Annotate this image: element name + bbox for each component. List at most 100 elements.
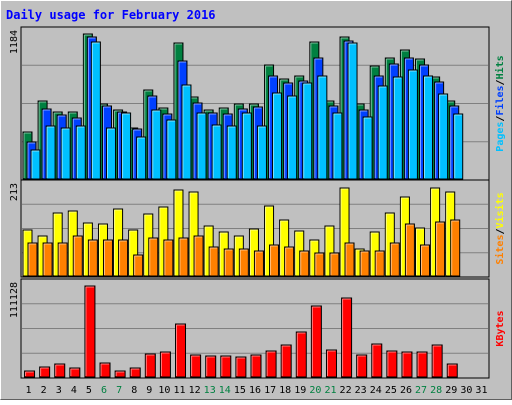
- bar-kbytes-day-23: [356, 354, 368, 378]
- day-label-8: 8: [131, 385, 137, 396]
- bar-sites-day-13: [208, 246, 219, 277]
- bar-kbytes-day-24: [371, 343, 383, 378]
- bar-kbytes-day-16: [250, 354, 262, 378]
- bar-pages-day-9: [151, 109, 162, 180]
- bar-pages-day-10: [166, 119, 177, 180]
- day-label-12: 12: [189, 385, 201, 396]
- bar-pages-day-19: [302, 82, 313, 180]
- day-label-6: 6: [101, 385, 107, 396]
- bar-kbytes-day-17: [265, 350, 277, 378]
- bar-kbytes-day-1: [24, 370, 36, 378]
- bar-sites-day-14: [223, 248, 234, 277]
- legend-kbytes: KBytes: [495, 310, 506, 346]
- day-label-28: 28: [430, 385, 442, 396]
- bar-kbytes-day-27: [416, 351, 428, 378]
- bar-kbytes-day-3: [54, 363, 66, 378]
- day-label-23: 23: [355, 385, 367, 396]
- day-label-9: 9: [146, 385, 152, 396]
- bar-sites-day-20: [314, 252, 325, 277]
- scale-label-sites-visits: 213: [9, 183, 20, 201]
- bar-sites-day-9: [148, 237, 159, 277]
- bar-pages-day-29: [453, 113, 464, 180]
- bar-kbytes-day-21: [325, 349, 337, 378]
- bar-sites-day-7: [118, 239, 129, 277]
- legend-sites-visits: Sites/Visits: [494, 192, 506, 264]
- bar-sites-day-11: [178, 237, 189, 277]
- bar-kbytes-day-11: [175, 323, 187, 378]
- bar-sites-day-19: [299, 250, 310, 277]
- bar-kbytes-day-12: [190, 354, 202, 378]
- bar-sites-day-5: [87, 239, 98, 277]
- bar-kbytes-day-26: [401, 351, 413, 378]
- legend-entry-visits: Visits: [494, 192, 506, 228]
- day-label-26: 26: [400, 385, 412, 396]
- bar-kbytes-day-6: [99, 362, 111, 378]
- day-label-7: 7: [116, 385, 122, 396]
- bar-kbytes-day-9: [144, 353, 156, 378]
- bar-sites-day-28: [435, 221, 446, 277]
- bar-sites-day-18: [284, 246, 295, 277]
- legend-pages-files-hits: Pages/Files/Hits: [494, 55, 506, 151]
- day-label-3: 3: [56, 385, 62, 396]
- bar-pages-day-27: [423, 75, 434, 180]
- bar-kbytes-day-14: [220, 355, 232, 378]
- bar-kbytes-day-22: [341, 297, 353, 378]
- day-label-20: 20: [309, 385, 321, 396]
- bar-sites-day-17: [269, 244, 280, 277]
- bar-pages-day-24: [377, 85, 388, 180]
- day-label-13: 13: [204, 385, 216, 396]
- legend-entry-kbytes: KBytes: [495, 310, 506, 346]
- bar-sites-day-29: [450, 219, 461, 277]
- day-label-1: 1: [26, 385, 32, 396]
- bar-sites-day-21: [329, 252, 340, 277]
- bar-sites-day-12: [193, 235, 204, 277]
- day-label-2: 2: [41, 385, 47, 396]
- bar-sites-day-6: [102, 239, 113, 277]
- bar-pages-day-18: [287, 95, 298, 180]
- day-label-16: 16: [249, 385, 261, 396]
- bar-pages-day-17: [272, 92, 283, 180]
- bar-sites-day-10: [163, 239, 174, 277]
- legend-entry-slash: /: [495, 116, 506, 122]
- bar-kbytes-day-8: [129, 367, 141, 378]
- bar-pages-day-12: [196, 112, 207, 180]
- bar-pages-day-28: [438, 93, 449, 180]
- bar-pages-day-3: [60, 127, 71, 180]
- bar-pages-day-7: [121, 112, 132, 180]
- bar-pages-day-4: [75, 125, 86, 180]
- bar-pages-day-1: [30, 149, 41, 180]
- day-label-31: 31: [475, 385, 487, 396]
- bar-sites-day-25: [389, 242, 400, 277]
- bar-kbytes-day-18: [280, 344, 292, 378]
- scale-label-kbytes: 111128: [9, 282, 20, 318]
- bar-kbytes-day-13: [205, 355, 217, 378]
- bar-kbytes-day-2: [39, 366, 51, 378]
- bar-pages-day-23: [362, 116, 373, 180]
- bar-kbytes-day-10: [159, 351, 171, 378]
- day-label-30: 30: [460, 385, 472, 396]
- bar-pages-day-6: [105, 127, 116, 180]
- bar-sites-day-16: [253, 250, 264, 277]
- day-label-25: 25: [385, 385, 397, 396]
- bar-kbytes-day-4: [69, 367, 81, 378]
- bar-sites-day-1: [27, 242, 38, 277]
- bar-sites-day-4: [72, 235, 83, 277]
- bar-pages-day-8: [136, 136, 147, 180]
- bar-sites-day-8: [133, 254, 144, 277]
- day-label-27: 27: [415, 385, 427, 396]
- bar-pages-day-25: [392, 76, 403, 180]
- bar-kbytes-day-29: [446, 363, 458, 378]
- bar-pages-day-16: [256, 125, 267, 180]
- legend-entry-slash: /: [495, 228, 506, 234]
- day-label-24: 24: [370, 385, 382, 396]
- bar-kbytes-day-19: [295, 331, 307, 378]
- day-label-10: 10: [158, 385, 170, 396]
- bar-sites-day-15: [238, 248, 249, 277]
- bar-pages-day-15: [241, 112, 252, 180]
- day-label-5: 5: [86, 385, 92, 396]
- bar-sites-day-22: [344, 242, 355, 277]
- bar-sites-day-24: [374, 250, 385, 277]
- bar-sites-day-3: [57, 242, 68, 277]
